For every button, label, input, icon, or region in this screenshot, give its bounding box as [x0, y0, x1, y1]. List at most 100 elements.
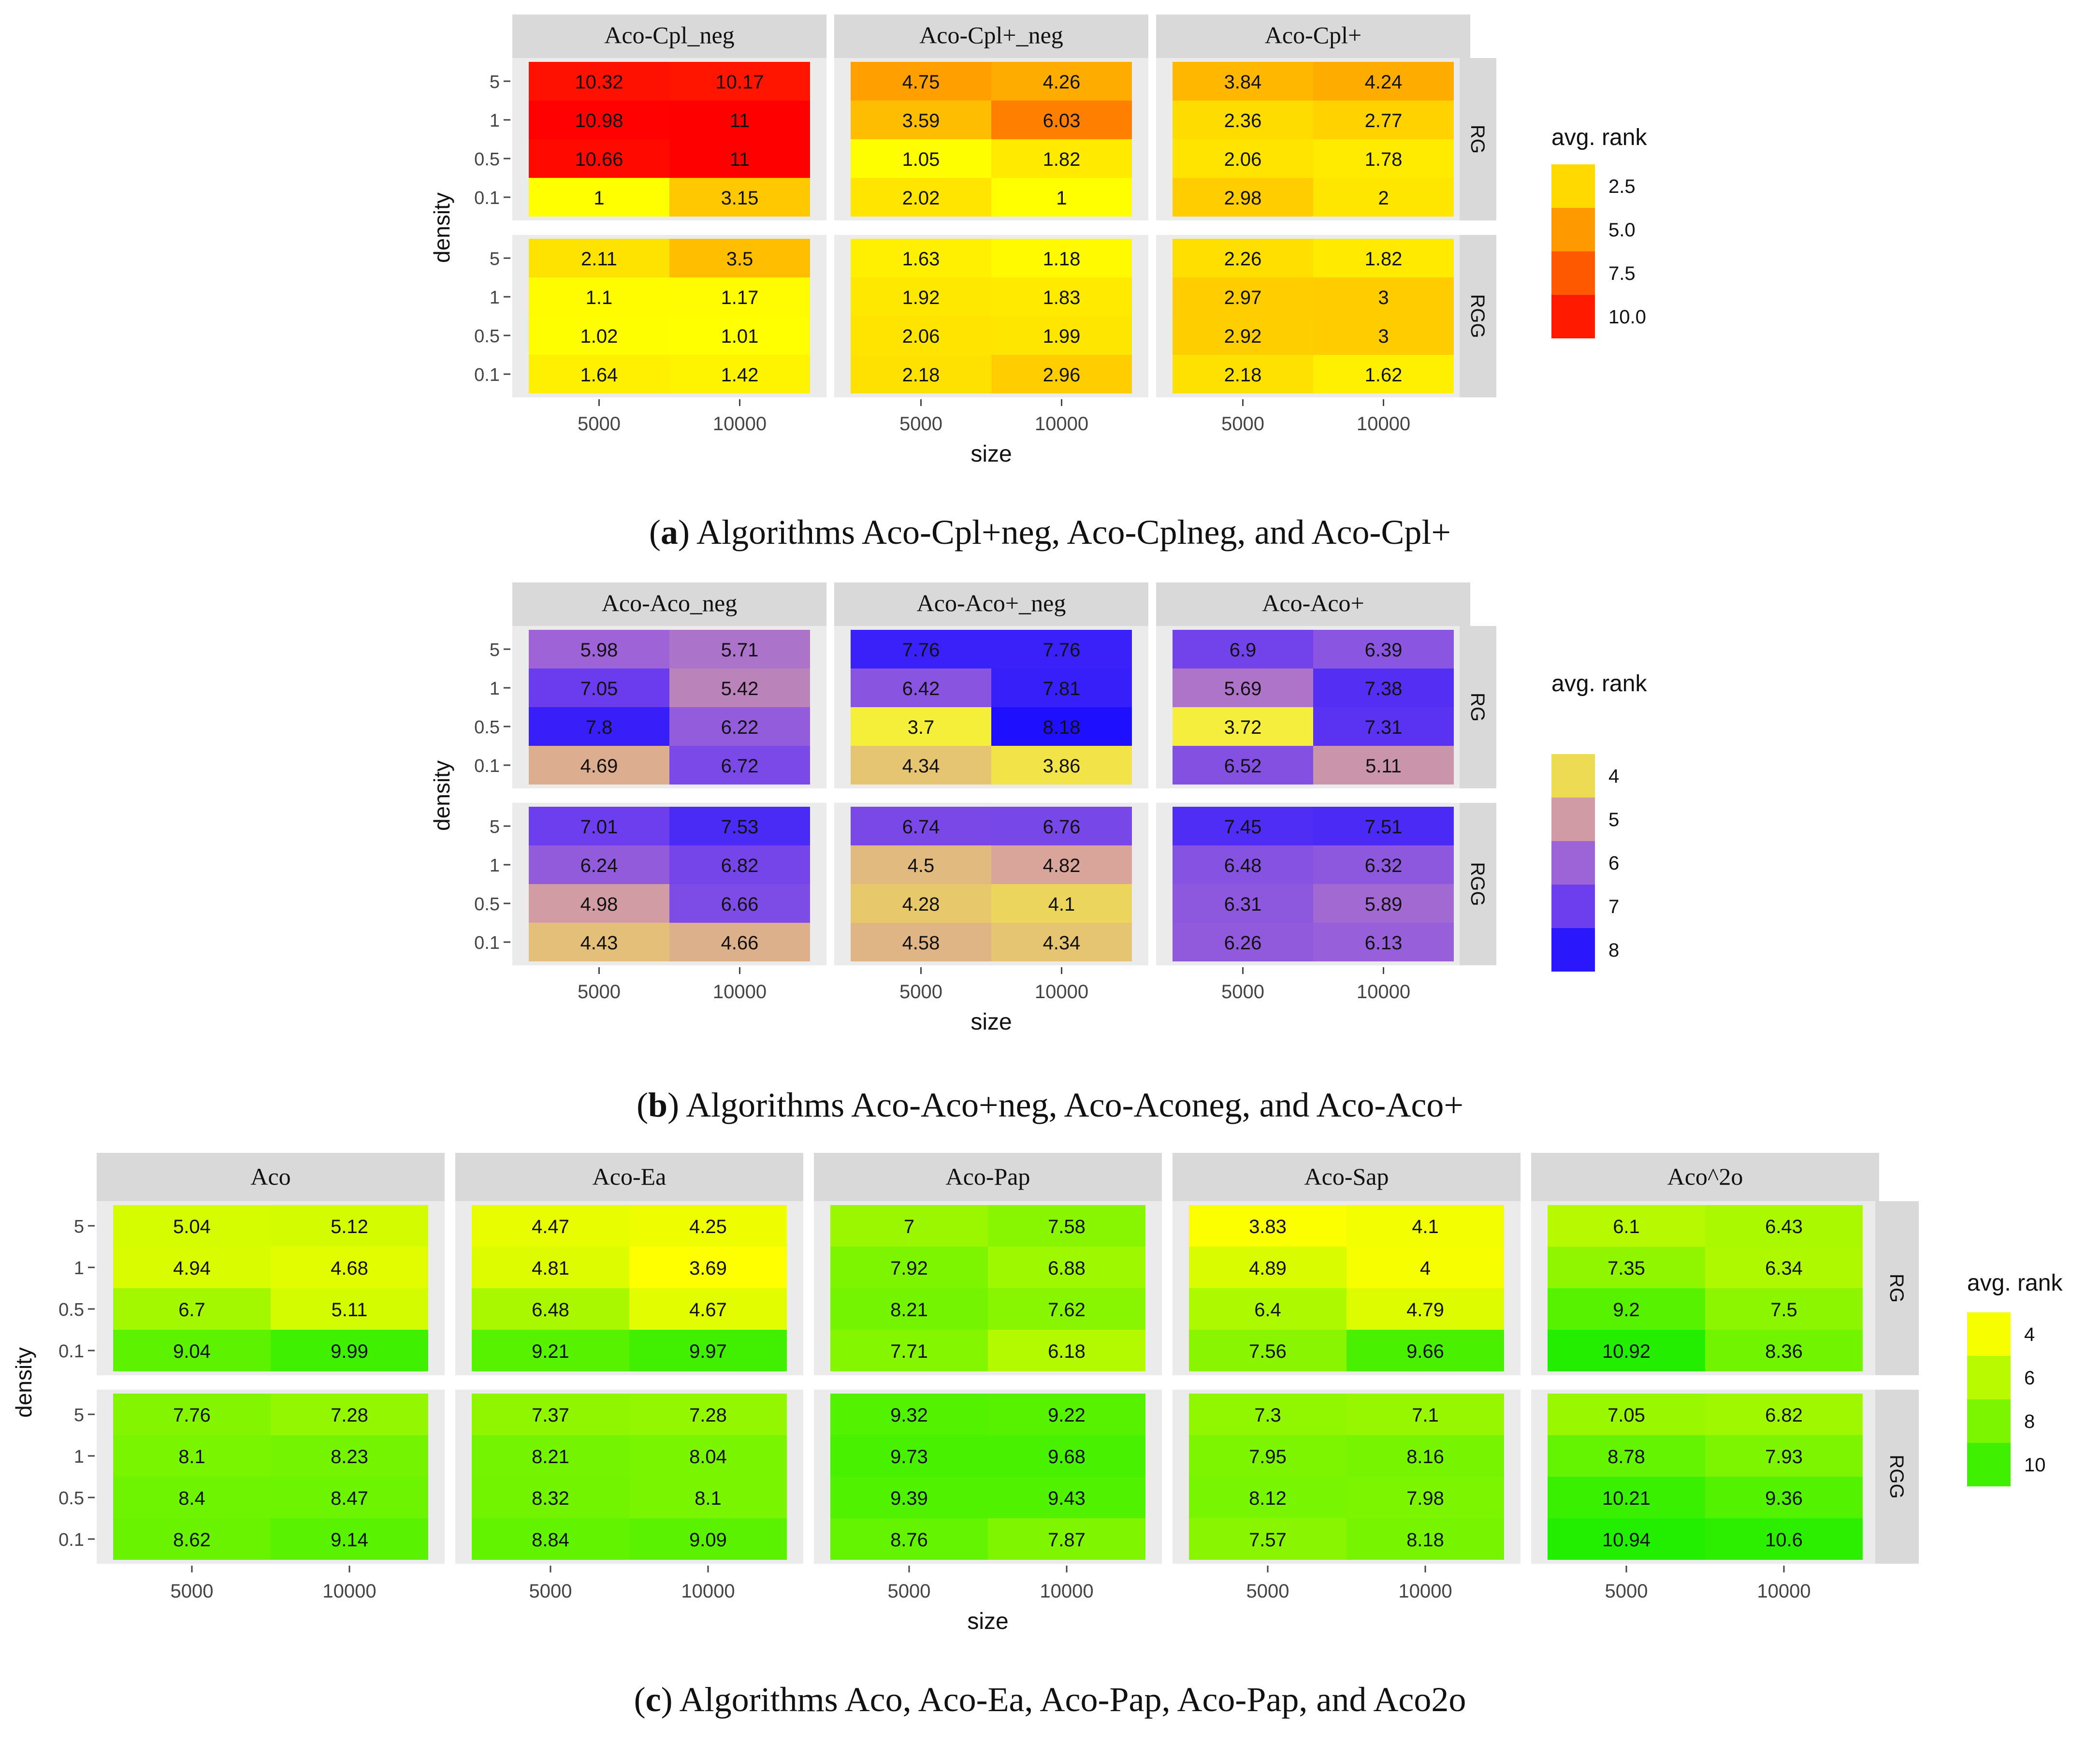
heatmap-cell	[1313, 746, 1454, 785]
legend-swatch	[1551, 754, 1595, 798]
cell-value-label: 9.22	[1048, 1405, 1086, 1426]
heatmap-cell	[851, 669, 991, 707]
heatmap-cell	[1347, 1394, 1504, 1435]
cell-value-label: 3.69	[689, 1258, 727, 1279]
heatmap-cell	[1173, 807, 1313, 845]
cell-value-label: 4.94	[173, 1258, 211, 1279]
size-tick-label: 10000	[713, 981, 767, 1003]
heatmap-cell	[1313, 62, 1454, 101]
heatmap-cell	[271, 1477, 428, 1518]
cell-value-label: 6.48	[1224, 855, 1262, 876]
legend-title: avg. rank	[1967, 1270, 2063, 1296]
legend-label: 2.5	[1608, 176, 1636, 197]
cell-value-label: 3	[1378, 287, 1389, 308]
size-tick-label: 10000	[1398, 1581, 1452, 1602]
facet-row-strip	[1875, 1201, 1919, 1375]
heatmap-cell	[529, 277, 669, 316]
heatmap-cell	[991, 707, 1132, 746]
cell-value-label: 5.71	[721, 639, 759, 661]
heatmap-cell	[669, 707, 810, 746]
cell-value-label: 2.26	[1224, 248, 1262, 270]
cell-value-label: 6.13	[1365, 932, 1403, 954]
cell-value-label: 7.56	[1249, 1341, 1287, 1362]
cell-value-label: 2.98	[1224, 188, 1262, 209]
cell-value-label: 6.32	[1365, 855, 1403, 876]
heatmap-cell	[669, 62, 810, 101]
cell-value-label: 4.79	[1406, 1299, 1444, 1321]
heatmap-cell	[1189, 1330, 1347, 1371]
heatmap-cell	[1548, 1435, 1705, 1477]
heatmap-cell	[1313, 669, 1454, 707]
heatmap-cell	[1548, 1394, 1705, 1435]
heatmap-cell	[1313, 355, 1454, 393]
size-tick-label: 5000	[1221, 981, 1264, 1003]
density-tick-label: 0.1	[474, 933, 500, 953]
cell-value-label: 8.18	[1406, 1529, 1444, 1551]
size-tick-label: 5000	[1246, 1581, 1289, 1602]
cell-value-label: 1.83	[1043, 287, 1081, 308]
cell-value-label: 5.98	[580, 639, 618, 661]
heatmap-cell	[1548, 1205, 1705, 1247]
heatmap-cell	[851, 923, 991, 961]
heatmap-cell	[271, 1288, 428, 1330]
heatmap-cell	[1705, 1435, 1863, 1477]
density-tick-label: 5	[490, 72, 500, 92]
size-tick-label: 10000	[1757, 1581, 1810, 1602]
heatmap-cell	[830, 1435, 988, 1477]
legend-swatch	[1967, 1443, 2011, 1486]
cell-value-label: 3.72	[1224, 717, 1262, 738]
size-tick-label: 5000	[578, 981, 621, 1003]
heatmap-cell	[830, 1477, 988, 1518]
density-tick-label: 0.5	[58, 1300, 84, 1320]
cell-value-label: 6.66	[721, 894, 759, 915]
size-tick-label: 5000	[1605, 1581, 1648, 1602]
cell-value-label: 6.03	[1043, 110, 1081, 131]
heatmap-cell	[1347, 1435, 1504, 1477]
cell-value-label: 4.69	[580, 756, 618, 777]
facet-strip	[834, 15, 1148, 58]
facet-label: Aco-Aco_neg	[602, 589, 737, 616]
y-axis-label: density	[429, 760, 454, 831]
heatmap-cell	[529, 669, 669, 707]
heatmap-cell	[851, 630, 991, 669]
heatmap-cell	[830, 1205, 988, 1247]
heatmap-cell	[669, 807, 810, 845]
heatmap-cell	[629, 1288, 787, 1330]
heatmap-cell	[529, 101, 669, 139]
heatmap-cell	[851, 277, 991, 316]
cell-value-label: 3.84	[1224, 72, 1262, 93]
heatmap-cell	[669, 239, 810, 277]
cell-value-label: 10.6	[1765, 1529, 1803, 1551]
cell-value-label: 5.42	[721, 678, 759, 699]
facet-row-strip	[1460, 235, 1496, 397]
size-tick-label: 10000	[1035, 413, 1088, 435]
heatmap-cell	[472, 1477, 629, 1518]
heatmap-cell	[113, 1477, 271, 1518]
heatmap-cell	[1313, 316, 1454, 355]
y-axis-label: density	[429, 192, 454, 263]
heatmap-cell	[991, 630, 1132, 669]
heatmap-cell	[991, 139, 1132, 178]
heatmap-cell	[1189, 1288, 1347, 1330]
heatmap-cell	[988, 1330, 1145, 1371]
heatmap-cell	[851, 316, 991, 355]
cell-value-label: 7.45	[1224, 816, 1262, 838]
heatmap-cell	[669, 845, 810, 884]
facet-row-label: RG	[1467, 693, 1488, 722]
cell-value-label: 5.89	[1365, 894, 1403, 915]
facet-label: Aco-Cpl_neg	[604, 21, 734, 48]
heatmap-cell	[472, 1330, 629, 1371]
legend-title: avg. rank	[1551, 671, 1647, 697]
heatmap-cell	[1705, 1288, 1863, 1330]
heatmap-cell	[851, 178, 991, 217]
facet-row-label: RG	[1886, 1274, 1907, 1303]
legend-label: 10.0	[1608, 306, 1646, 328]
cell-value-label: 8.12	[1249, 1488, 1287, 1509]
heatmap-cell	[1173, 239, 1313, 277]
heatmap-cell	[669, 884, 810, 923]
heatmap-cell	[988, 1435, 1145, 1477]
size-tick-label: 10000	[713, 413, 767, 435]
density-tick-label: 5	[74, 1217, 84, 1237]
cell-value-label: 8.18	[1043, 717, 1081, 738]
heatmap-cell	[669, 101, 810, 139]
